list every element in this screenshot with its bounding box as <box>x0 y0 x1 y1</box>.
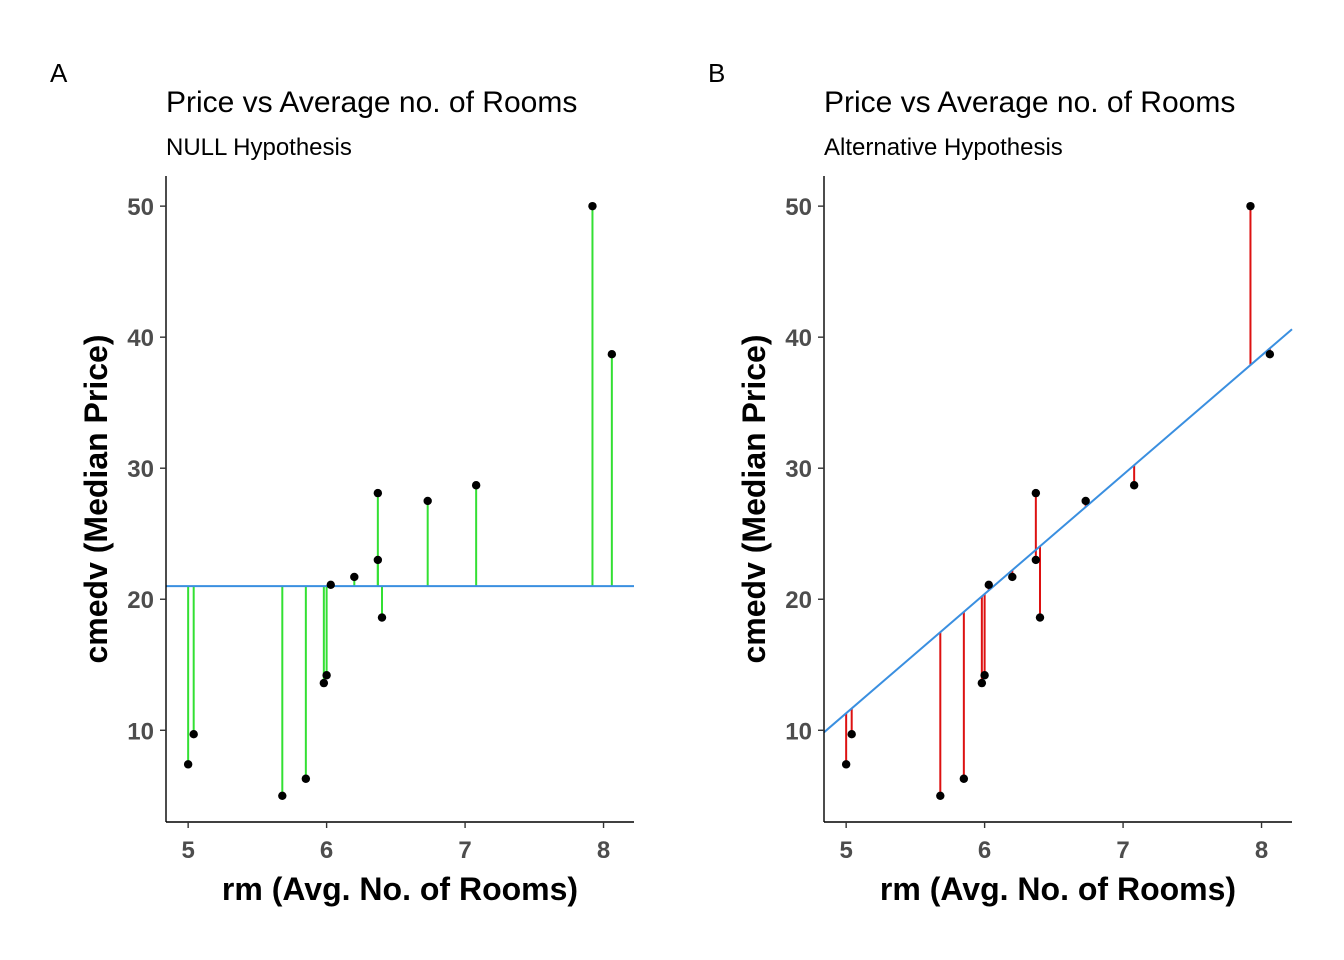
panel-b: B Price vs Average no. of Rooms Alternativ… <box>708 58 1293 907</box>
panel-a-x-axis-title: rm (Avg. No. of Rooms) <box>222 871 578 907</box>
panel-b-point-14 <box>1265 350 1275 359</box>
panel-b-point-10 <box>1035 613 1045 622</box>
panel-a-subtitle: NULL Hypothesis <box>166 134 352 161</box>
panel-b-y-tick-label-2: 30 <box>785 456 812 483</box>
panel-b-x-tick-label-1: 6 <box>978 837 991 864</box>
panel-b-point-9 <box>1031 555 1041 565</box>
panel-a-point-5 <box>322 671 331 680</box>
panel-a-y-tick-label-0: 10 <box>127 718 154 745</box>
panel-a-point-14 <box>607 350 617 359</box>
panel-a-y-tick-label-4: 50 <box>127 194 154 221</box>
panel-a-point-8 <box>373 488 383 498</box>
panel-a-y-tick-label-1: 20 <box>127 587 154 614</box>
panel-a-point-12 <box>471 481 481 490</box>
panel-b-y-tick-label-1: 20 <box>785 587 812 614</box>
panel-b-point-13 <box>1246 201 1255 211</box>
panel-a: A Price vs Average no. of Rooms NULL Hypot… <box>50 58 634 907</box>
panel-b-point-3 <box>959 774 969 783</box>
panel-a-x-tick-label-0: 5 <box>181 837 194 864</box>
panel-a-point-3 <box>301 774 311 783</box>
panel-b-point-0 <box>841 760 851 769</box>
panel-b-x-axis-title: rm (Avg. No. of Rooms) <box>880 871 1236 907</box>
panel-b-point-5 <box>980 671 989 680</box>
panel-a-y-tick-label-3: 40 <box>127 325 154 352</box>
panel-a-point-2 <box>278 791 287 800</box>
panel-a-x-tick-label-2: 7 <box>458 837 471 864</box>
panel-b-point-7 <box>1008 572 1017 582</box>
panel-a-point-9 <box>373 555 383 565</box>
panel-a-x-tick-label-1: 6 <box>320 837 333 864</box>
panel-b-y-tick-label-3: 40 <box>785 325 812 352</box>
panel-a-title: Price vs Average no. of Rooms <box>166 86 577 119</box>
panel-b-x-tick-label-3: 8 <box>1255 837 1268 864</box>
panel-b-point-6 <box>984 580 993 590</box>
panel-a-tag: A <box>50 58 68 88</box>
panel-b-y-axis-title: cmedv (Median Price) <box>736 335 772 664</box>
panel-a-point-13 <box>588 201 597 211</box>
panel-b-y-tick-label-4: 50 <box>785 194 812 221</box>
panel-b-point-1 <box>847 730 856 739</box>
panel-b-title: Price vs Average no. of Rooms <box>824 86 1235 119</box>
panel-b-point-12 <box>1129 481 1139 490</box>
panel-b-fit-line <box>823 328 1293 734</box>
panel-b-x-tick-label-2: 7 <box>1116 837 1129 864</box>
panel-b-point-4 <box>977 678 987 688</box>
panel-a-point-7 <box>350 572 359 582</box>
panel-a-point-1 <box>189 730 198 739</box>
panel-a-x-tick-label-3: 8 <box>597 837 610 864</box>
panel-b-x-tick-label-0: 5 <box>839 837 852 864</box>
panel-a-point-0 <box>183 760 193 769</box>
panel-a-y-axis-title: cmedv (Median Price) <box>78 335 114 664</box>
panel-b-y-tick-label-0: 10 <box>785 718 812 745</box>
panel-a-point-10 <box>377 613 387 622</box>
panel-b-subtitle: Alternative Hypothesis <box>824 134 1063 161</box>
panel-b-tag: B <box>708 58 725 88</box>
panel-a-point-4 <box>319 678 329 688</box>
panel-a-point-11 <box>423 496 432 506</box>
panel-b-point-11 <box>1081 496 1090 506</box>
panel-a-point-6 <box>326 580 335 590</box>
panel-b-point-8 <box>1031 488 1041 498</box>
panel-b-point-2 <box>936 791 945 800</box>
panel-a-y-tick-label-2: 30 <box>127 456 154 483</box>
